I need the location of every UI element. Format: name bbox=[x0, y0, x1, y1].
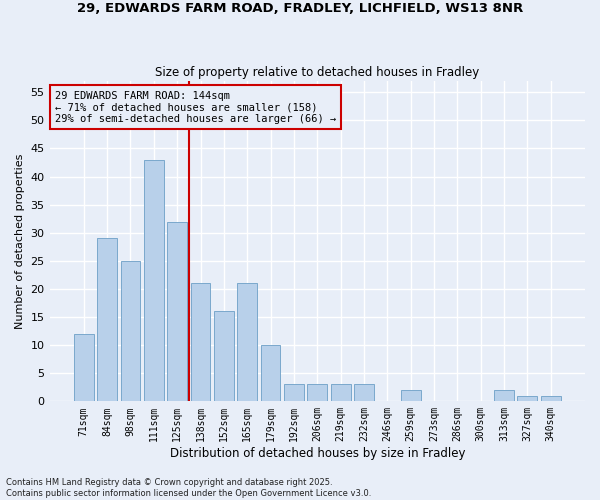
X-axis label: Distribution of detached houses by size in Fradley: Distribution of detached houses by size … bbox=[170, 447, 465, 460]
Bar bbox=[74, 334, 94, 402]
Text: 29, EDWARDS FARM ROAD, FRADLEY, LICHFIELD, WS13 8NR: 29, EDWARDS FARM ROAD, FRADLEY, LICHFIEL… bbox=[77, 2, 523, 16]
Bar bbox=[121, 261, 140, 402]
Bar bbox=[354, 384, 374, 402]
Bar bbox=[331, 384, 350, 402]
Bar bbox=[144, 160, 164, 402]
Bar bbox=[401, 390, 421, 402]
Text: 29 EDWARDS FARM ROAD: 144sqm
← 71% of detached houses are smaller (158)
29% of s: 29 EDWARDS FARM ROAD: 144sqm ← 71% of de… bbox=[55, 90, 336, 124]
Bar bbox=[260, 345, 280, 402]
Bar bbox=[238, 284, 257, 402]
Bar bbox=[541, 396, 560, 402]
Bar bbox=[517, 396, 538, 402]
Bar bbox=[284, 384, 304, 402]
Bar bbox=[494, 390, 514, 402]
Bar bbox=[191, 284, 211, 402]
Bar bbox=[167, 222, 187, 402]
Text: Contains HM Land Registry data © Crown copyright and database right 2025.
Contai: Contains HM Land Registry data © Crown c… bbox=[6, 478, 371, 498]
Y-axis label: Number of detached properties: Number of detached properties bbox=[15, 154, 25, 329]
Title: Size of property relative to detached houses in Fradley: Size of property relative to detached ho… bbox=[155, 66, 479, 78]
Bar bbox=[214, 312, 234, 402]
Bar bbox=[97, 238, 117, 402]
Bar bbox=[307, 384, 327, 402]
